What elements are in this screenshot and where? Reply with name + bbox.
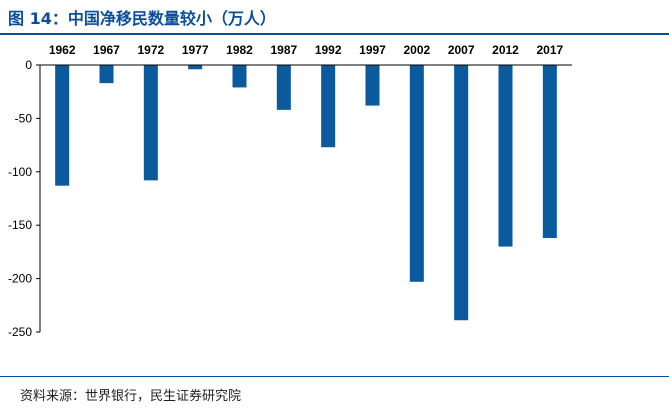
bar-1967 bbox=[99, 65, 114, 84]
y-tick-label: 0 bbox=[25, 58, 32, 72]
category-label: 2017 bbox=[536, 43, 563, 57]
figure-title: 图 14：中国净移民数量较小（万人） bbox=[8, 9, 276, 28]
category-label: 1982 bbox=[226, 43, 253, 57]
y-tick-label: -150 bbox=[8, 218, 32, 232]
figure-title-bar: 图 14：中国净移民数量较小（万人） bbox=[0, 0, 669, 30]
category-label: 1972 bbox=[137, 43, 164, 57]
title-rule bbox=[0, 33, 669, 35]
bar-2002 bbox=[409, 65, 424, 282]
y-tick-label: -200 bbox=[8, 272, 32, 286]
source-note: 资料来源：世界银行，民生证券研究院 bbox=[20, 389, 242, 404]
y-tick-label: -50 bbox=[15, 111, 33, 125]
bar-1977 bbox=[188, 65, 203, 70]
bar-1992 bbox=[321, 65, 336, 148]
bar-series bbox=[55, 65, 557, 321]
category-label: 1987 bbox=[270, 43, 297, 57]
bar-1997 bbox=[365, 65, 380, 106]
category-label: 1992 bbox=[315, 43, 342, 57]
category-label: 1967 bbox=[93, 43, 120, 57]
bar-2017 bbox=[542, 65, 557, 239]
bar-1962 bbox=[55, 65, 70, 186]
bar-1972 bbox=[143, 65, 158, 181]
bar-chart: 0 -50 -100 -150 -200 -250 1962 1967 1972 1977 198… bbox=[8, 43, 572, 339]
category-label: 2002 bbox=[403, 43, 430, 57]
y-tick-label: -250 bbox=[8, 325, 32, 339]
category-label: 2007 bbox=[448, 43, 475, 57]
bar-2012 bbox=[498, 65, 513, 247]
category-label: 1962 bbox=[49, 43, 76, 57]
category-label: 1977 bbox=[182, 43, 209, 57]
bar-1987 bbox=[276, 65, 291, 110]
bar-2007 bbox=[454, 65, 469, 321]
bottom-rule bbox=[0, 376, 669, 377]
category-labels: 1962 1967 1972 1977 1982 1987 1992 1997 2002 2007… bbox=[49, 43, 564, 57]
category-label: 2012 bbox=[492, 43, 519, 57]
y-axis-ticks: 0 -50 -100 -150 -200 -250 bbox=[8, 58, 40, 339]
bar-1982 bbox=[232, 65, 247, 88]
category-label: 1997 bbox=[359, 43, 386, 57]
y-tick-label: -100 bbox=[8, 165, 32, 179]
